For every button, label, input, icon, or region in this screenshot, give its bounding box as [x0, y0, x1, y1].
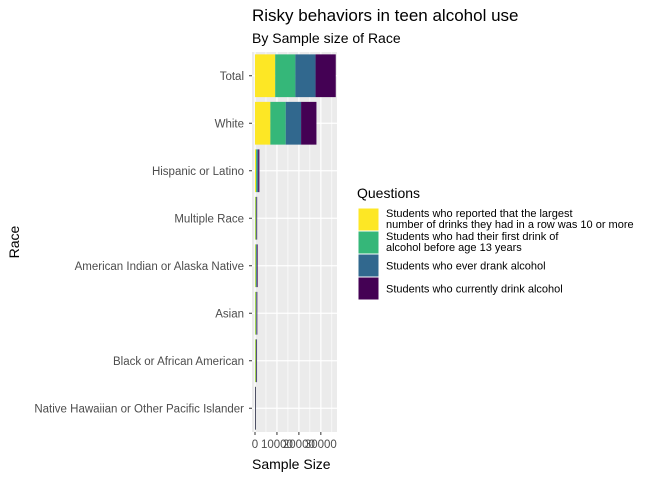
legend-label: number of drinks they had in a row was 1…	[386, 219, 634, 231]
bar-segment	[258, 149, 260, 193]
bar-segment	[256, 149, 258, 193]
bar-segment	[257, 149, 259, 193]
legend-label: Students who reported that the largest	[386, 208, 573, 220]
x-tick-label: 20000	[283, 439, 315, 451]
bar-segment	[270, 101, 286, 145]
bar-segment	[301, 101, 317, 145]
bars-group	[255, 54, 336, 430]
category-label: Black or African American	[113, 356, 244, 368]
bar-segment	[255, 54, 276, 98]
legend-label: Students who currently drink alcohol	[386, 284, 563, 296]
bar-segment	[255, 291, 256, 335]
legend-swatch	[357, 207, 380, 232]
bar-segment	[255, 244, 257, 288]
legend-title: Questions	[357, 185, 420, 201]
category-label: Native Hawaiian or Other Pacific Islande…	[34, 403, 244, 415]
legend-label: Students who ever drank alcohol	[386, 261, 546, 273]
legend-label: Students who had their first drink of	[386, 231, 559, 243]
category-label: Asian	[215, 308, 244, 320]
bar-segment	[285, 101, 302, 145]
chart-subtitle: By Sample size of Race	[252, 30, 401, 46]
legend-swatch	[357, 276, 380, 301]
x-axis-title: Sample Size	[252, 456, 331, 472]
y-axis-title: Race	[6, 225, 22, 258]
bar-segment	[255, 101, 271, 145]
bar-segment	[256, 244, 258, 288]
bar-segment	[256, 196, 258, 240]
category-label: American Indian or Alaska Native	[75, 261, 244, 273]
category-label: Hispanic or Latino	[152, 166, 244, 178]
bar-segment	[275, 54, 296, 98]
x-tick-label: 30000	[305, 439, 337, 451]
legend-label: alcohol before age 13 years	[386, 242, 522, 254]
legend: Students who reported that the largestnu…	[357, 207, 634, 301]
bar-segment	[256, 339, 258, 383]
bar-segment	[255, 149, 257, 193]
bar-segment	[255, 196, 256, 240]
category-label: Total	[220, 71, 244, 83]
bar-segment	[255, 386, 256, 430]
bar-segment	[256, 339, 257, 383]
legend-swatch	[357, 230, 380, 255]
bar-segment	[255, 339, 256, 383]
category-labels: Total White Hispanic or Latino Multiple Rac…	[34, 71, 252, 415]
bar-segment	[295, 54, 316, 98]
bar-segment	[315, 54, 336, 98]
bar-segment	[255, 339, 257, 383]
bar-segment	[255, 291, 257, 335]
bar-segment	[256, 291, 258, 335]
bar-segment	[256, 196, 257, 240]
bar-segment	[255, 244, 256, 288]
bar-segment	[256, 244, 257, 288]
category-label: White	[215, 118, 244, 130]
chart-title: Risky behaviors in teen alcohol use	[252, 6, 518, 25]
x-tick-label: 0	[252, 439, 258, 451]
legend-swatch	[357, 253, 380, 278]
bar-segment	[256, 291, 257, 335]
x-tick-label: 10000	[261, 439, 293, 451]
category-label: Multiple Race	[174, 213, 244, 225]
bar-segment	[255, 196, 257, 240]
